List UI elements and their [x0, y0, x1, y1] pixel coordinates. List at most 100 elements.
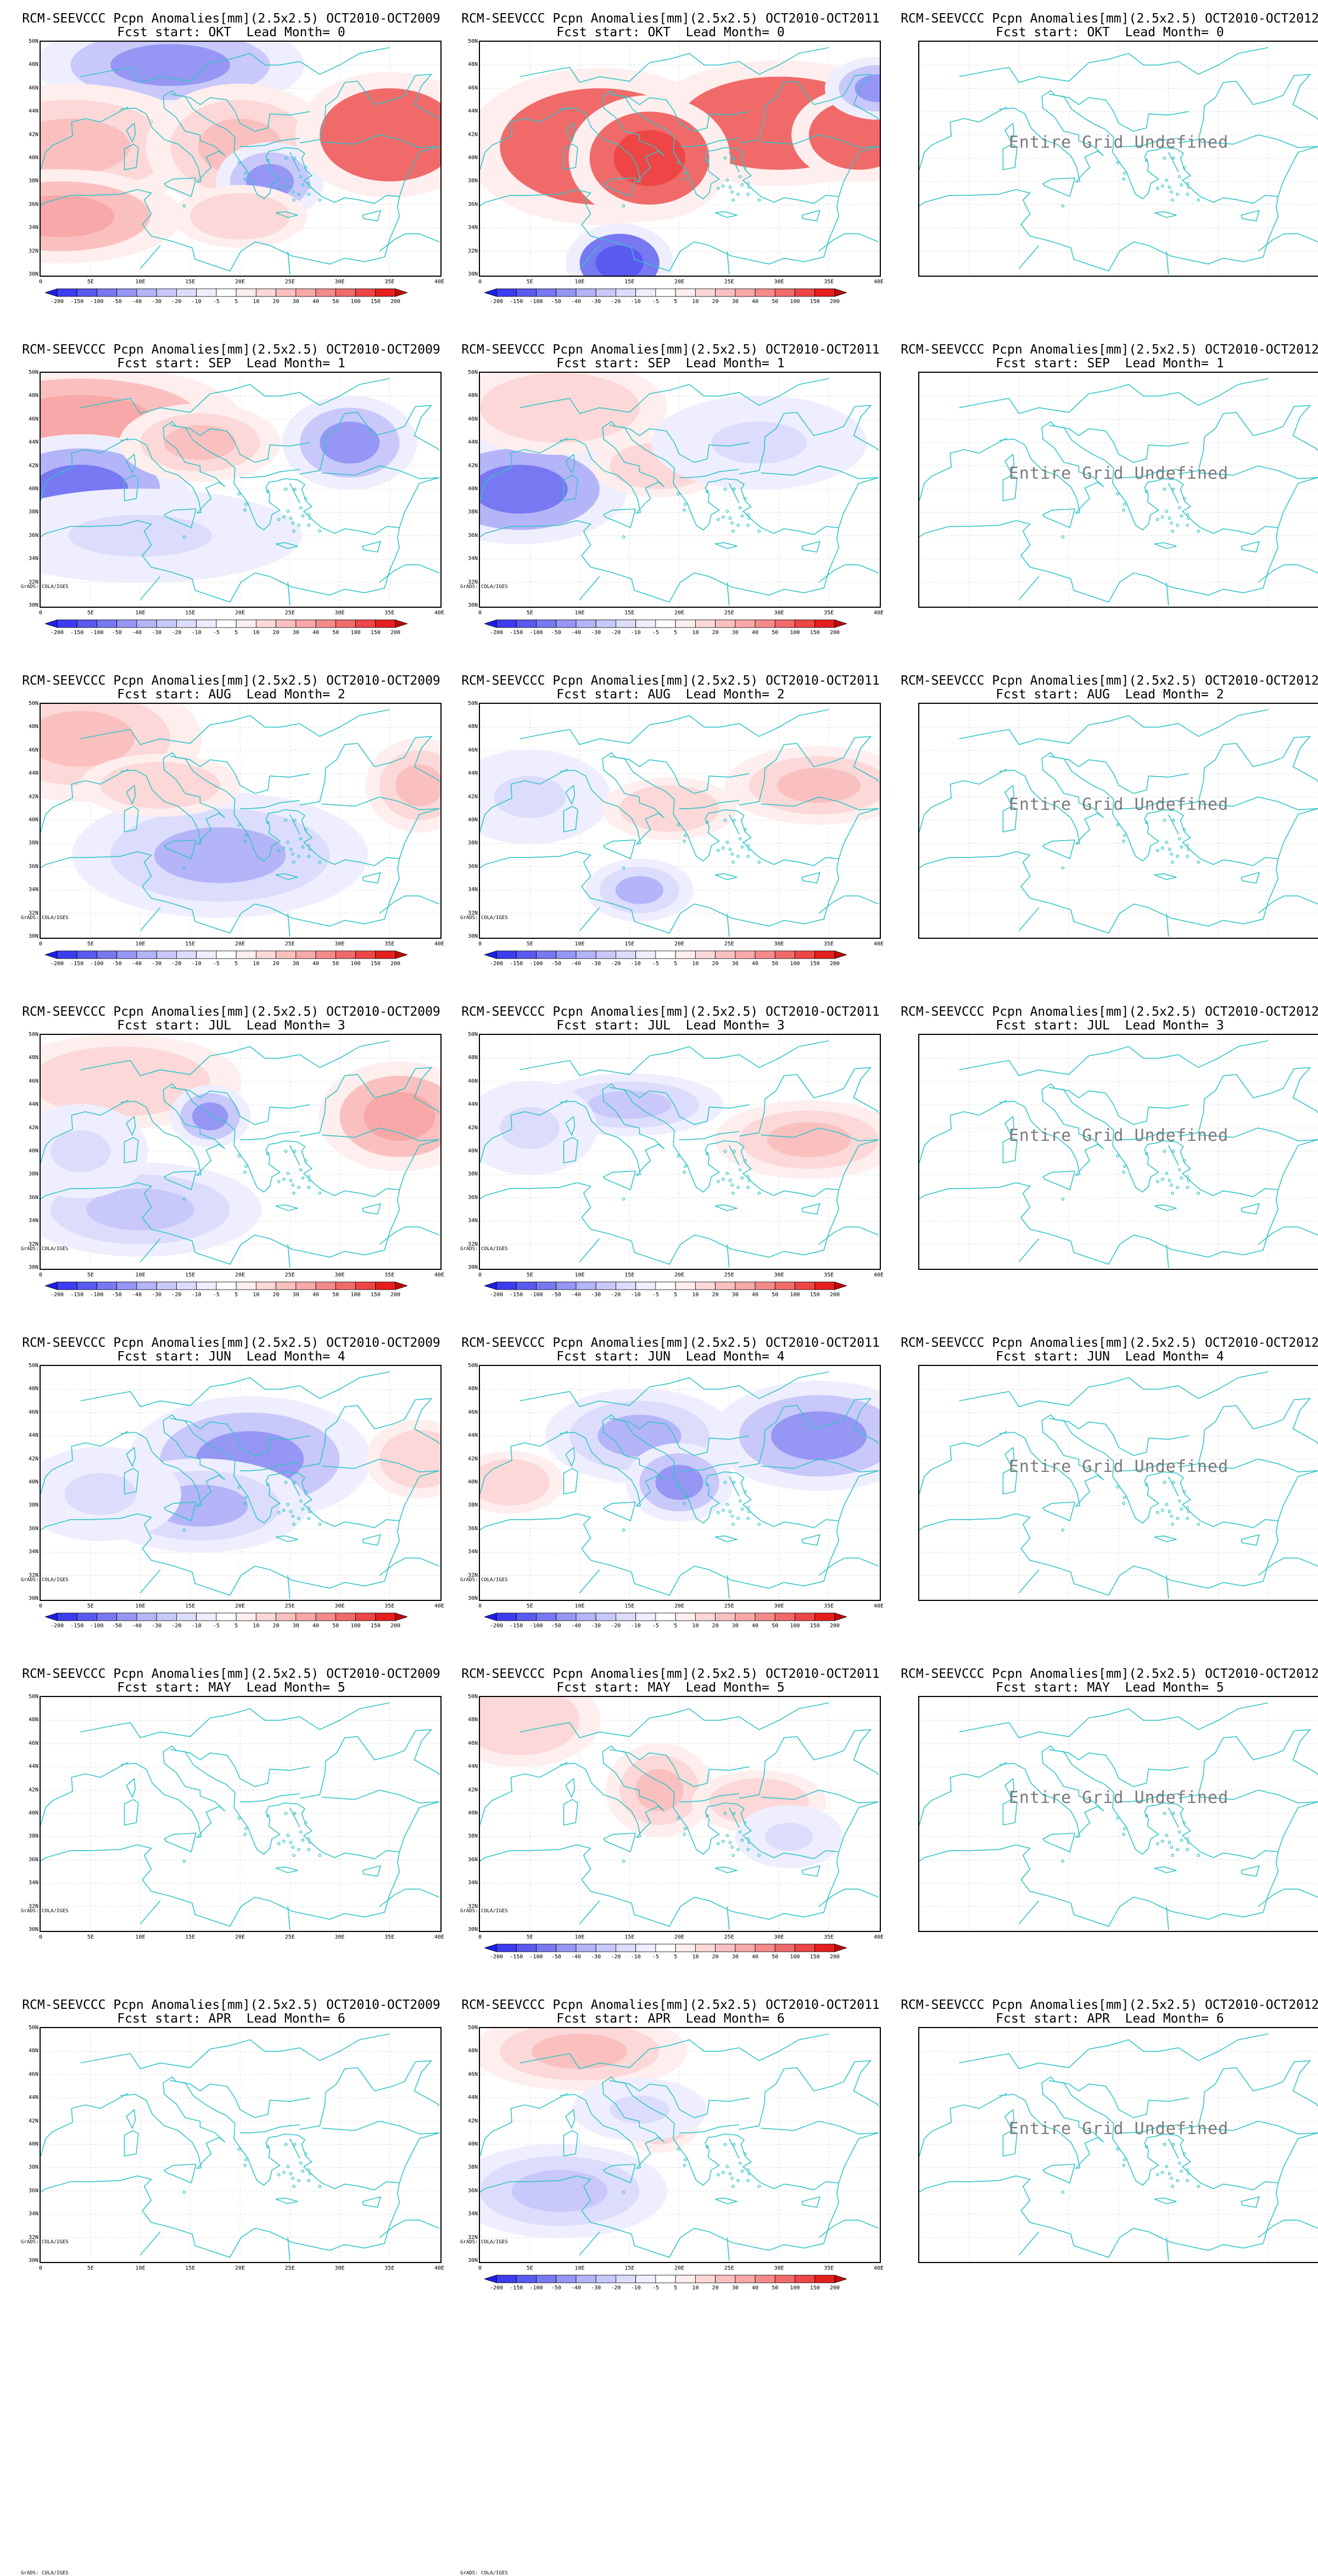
- colorbar: [484, 2275, 847, 2283]
- forecast-panel: RCM-SEEVCCC Pcpn Anomalies[mm](2.5x2.5) …: [459, 343, 884, 921]
- coastline: [240, 1131, 300, 1140]
- coastline: [727, 1244, 730, 1268]
- coastline: [919, 106, 1008, 170]
- colorbar-label: -20: [171, 299, 182, 305]
- map-box: Entire Grid Undefined: [918, 1365, 1318, 1601]
- colorbar-label: 40: [312, 1292, 320, 1298]
- coastline: [1004, 1778, 1015, 1799]
- coastline: [729, 152, 740, 172]
- island: [1171, 1522, 1174, 1526]
- island: [293, 156, 297, 160]
- panel-title-line: RCM-SEEVCCC Pcpn Anomalies[mm](2.5x2.5) …: [22, 1667, 440, 1681]
- island: [1144, 159, 1148, 163]
- x-tick-label: 10E: [574, 1603, 585, 1609]
- colorbar-label: 5: [674, 1954, 678, 1960]
- colorbar-swatch: [675, 1944, 696, 1952]
- coastline: [170, 755, 310, 794]
- colorbar-label: -30: [152, 961, 162, 967]
- coastline: [1241, 1534, 1260, 1546]
- y-tick-label: 36N: [467, 2187, 478, 2194]
- island: [747, 1841, 751, 1844]
- island: [307, 513, 311, 517]
- island: [1186, 1837, 1189, 1841]
- y-tick-label: 36N: [28, 2187, 38, 2194]
- x-tick-label: 35E: [824, 1603, 834, 1609]
- coastline: [727, 582, 730, 606]
- island: [746, 513, 750, 517]
- island: [1176, 192, 1179, 196]
- coastline: [1178, 405, 1318, 475]
- colorbar-swatch: [595, 2275, 616, 2283]
- coastline: [1048, 1418, 1189, 1457]
- coastline: [1004, 1447, 1015, 1468]
- island: [1171, 1150, 1175, 1153]
- colorbar-labels: -200 -150 -100 -50 -40 -30 -20 -10 -5 5 10 20 30 40 50…: [490, 298, 840, 305]
- coastline: [761, 1789, 879, 1804]
- island: [740, 845, 744, 849]
- colorbar-swatch: [196, 950, 217, 959]
- coastline: [126, 2109, 136, 2130]
- y-tick-label: 40N: [28, 1479, 38, 1485]
- coastline: [1042, 177, 1075, 198]
- colorbar-label: -150: [510, 1292, 523, 1298]
- colorbar-swatch: [595, 1944, 616, 1952]
- island: [738, 837, 742, 841]
- colorbar-label: -100: [529, 299, 543, 305]
- coastline: [919, 1745, 1279, 1927]
- anomaly-contour: [494, 776, 566, 818]
- y-tick-label: 34N: [28, 1218, 38, 1224]
- x-tick-label: 5E: [526, 941, 533, 947]
- colorbar-label: -40: [571, 2285, 581, 2291]
- coastline: [1018, 1238, 1040, 1262]
- y-tick-label: 48N: [28, 1717, 38, 1723]
- colorbar-swatch: [516, 2275, 537, 2283]
- colorbar-label: -5: [213, 630, 220, 636]
- island: [291, 1845, 295, 1849]
- undefined-grid-label: Entire Grid Undefined: [1008, 133, 1229, 152]
- coastline: [240, 800, 300, 809]
- coastline: [729, 1807, 740, 1828]
- colorbar-label: 10: [253, 630, 260, 636]
- colorbar-label: 5: [674, 1292, 678, 1298]
- colorbar-swatch: [536, 950, 557, 959]
- colorbar-swatch: [216, 1612, 237, 1621]
- colorbar-swatch: [536, 1612, 557, 1621]
- island: [304, 1159, 308, 1162]
- colorbar-label: -5: [652, 1954, 659, 1960]
- colorbar-label: -30: [591, 1292, 601, 1298]
- coastline: [399, 808, 440, 859]
- colorbar-label: -200: [489, 1623, 504, 1629]
- colorbar-label: -200: [489, 1292, 504, 1298]
- colorbar-container: -200 -150 -100 -50 -40 -30 -20 -10 -5 5 10 20 30 40 50…: [21, 288, 407, 590]
- coastline: [959, 709, 1269, 746]
- coastline: [801, 1865, 821, 1877]
- island: [746, 192, 750, 196]
- colorbar-label: -40: [571, 961, 581, 967]
- colorbar-swatch: [715, 1944, 736, 1952]
- map-frame: [40, 1365, 442, 1601]
- colorbar-label: 20: [712, 2285, 719, 2291]
- colorbar-label: 150: [809, 1623, 820, 1629]
- coastline: [126, 1778, 136, 1799]
- coastline: [1241, 210, 1260, 222]
- coastline: [379, 2219, 440, 2238]
- y-tick-label: 48N: [467, 724, 478, 730]
- coastline: [170, 1087, 310, 1125]
- y-tick-label: 44N: [28, 1763, 38, 1770]
- coastline: [761, 1458, 879, 1472]
- y-tick-label: 34N: [28, 2211, 38, 2217]
- colorbar-swatch: [635, 288, 656, 297]
- coastline: [40, 421, 400, 603]
- coastline: [801, 1203, 821, 1215]
- colorbar: [45, 1281, 407, 1290]
- colorbar-swatch: [755, 1612, 775, 1621]
- coastline: [1200, 465, 1318, 479]
- panel-title-line: RCM-SEEVCCC Pcpn Anomalies[mm](2.5x2.5) …: [461, 1998, 880, 2012]
- island: [277, 518, 281, 521]
- x-tick-label: 30E: [774, 1272, 784, 1278]
- anomaly-contour: [68, 514, 213, 557]
- y-tick-label: 38N: [467, 509, 478, 516]
- coastline: [1042, 1502, 1075, 1522]
- colorbar-swatch: [675, 950, 696, 959]
- coastline: [1004, 1116, 1015, 1136]
